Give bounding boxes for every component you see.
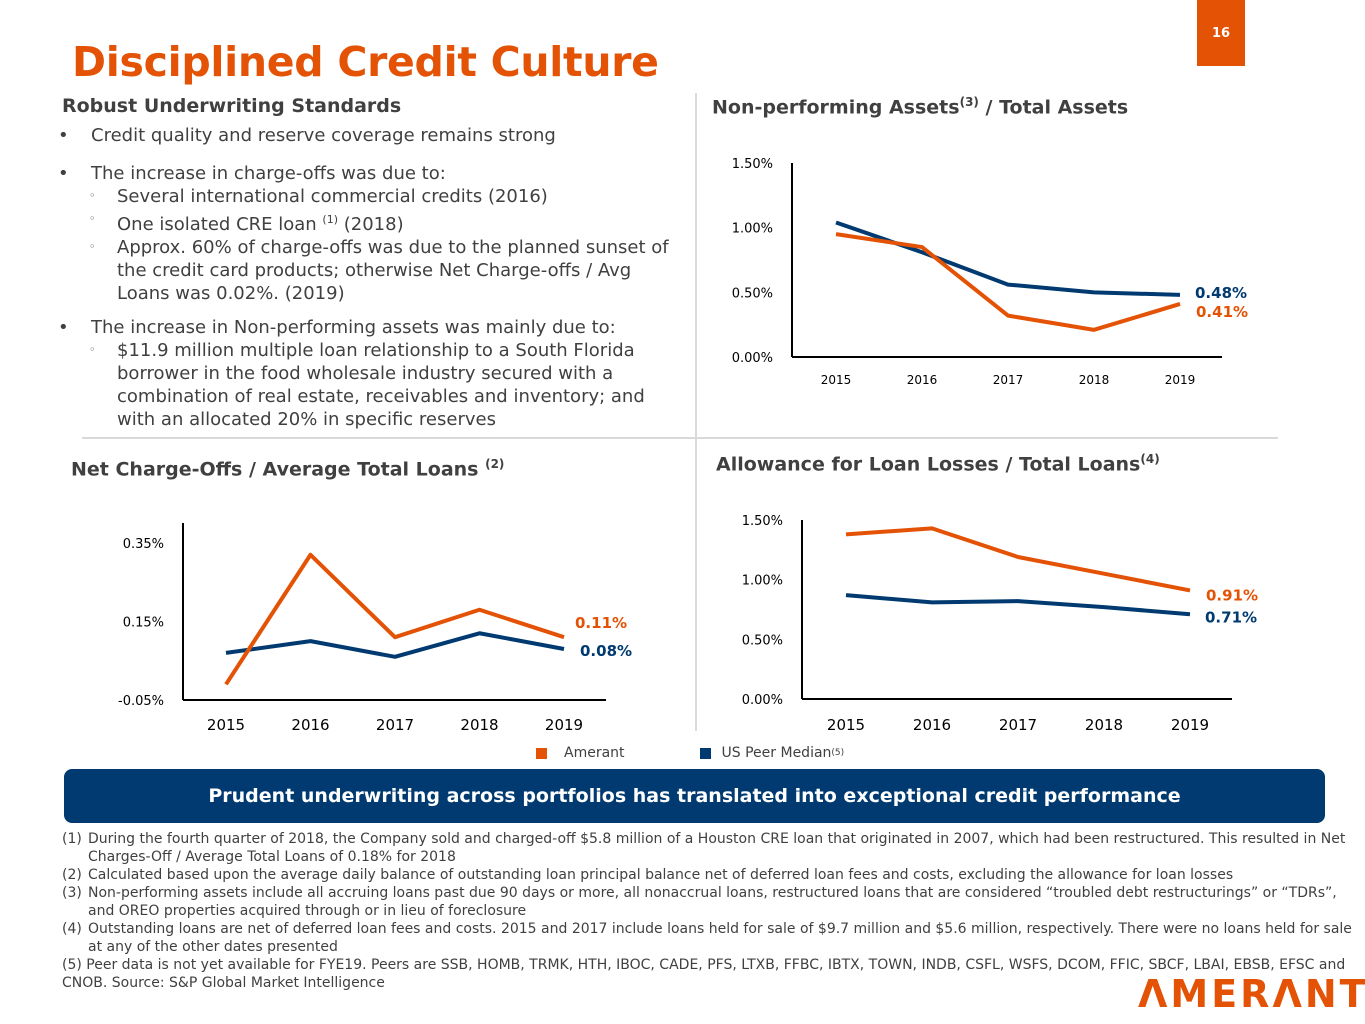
all-series-amerant-line: [845, 526, 1191, 593]
sub-bullet-text: $11.9 million multiple loan relationship…: [117, 340, 645, 430]
page-title: Disciplined Credit Culture: [72, 38, 659, 86]
npa-x-tick-label: 2016: [907, 373, 938, 387]
npa-series-peer-median-line: [835, 220, 1181, 297]
amerant-swatch-icon: [536, 747, 547, 759]
npa-x-tick-label: 2015: [821, 373, 852, 387]
npa-end-value-label: 0.48%: [1195, 284, 1247, 302]
footnote-ref: (5): [831, 748, 845, 758]
all-x-tick-label: 2018: [1085, 716, 1123, 734]
peer-swatch-icon: [699, 747, 711, 759]
legend-label: US Peer Median: [721, 745, 832, 761]
sub-bullet-item: ◦ Approx. 60% of charge-offs was due to t…: [58, 236, 698, 305]
footnote-ref: (3): [959, 95, 979, 109]
sub-bullet-marker-icon: ◦: [89, 343, 96, 356]
footnote: (2) Calculated based upon the average dai…: [62, 867, 1234, 883]
footnote: (5) Peer data is not yet available for F…: [62, 957, 1346, 991]
footnote: (4) Outstanding loans are net of deferred…: [62, 921, 1352, 955]
all-end-value-label: 0.71%: [1205, 608, 1257, 626]
sub-bullet-text: (2018): [338, 214, 404, 235]
all-x-tick-label: 2015: [827, 716, 865, 734]
all-end-value-label: 0.91%: [1206, 586, 1258, 604]
all-y-tick-label: 0.00%: [742, 693, 783, 708]
banner-text: Prudent underwriting across portfolios h…: [208, 785, 1181, 807]
bullet-item: Credit quality and reserve coverage rema…: [58, 124, 698, 147]
nco-y-tick-label: -0.05%: [118, 694, 164, 709]
all-y-tick-label: 1.50%: [742, 514, 783, 529]
allowance-chart-title: Allowance for Loan Losses / Total Loans(…: [716, 452, 1160, 476]
nco-y-tick-label: 0.35%: [123, 537, 164, 552]
amerant-logo: ΛMERΛNT: [1138, 972, 1365, 1016]
sub-bullet-text: Several international commercial credits…: [117, 186, 548, 207]
sub-bullet-marker-icon: ◦: [89, 240, 96, 253]
bullet-list: Credit quality and reserve coverage rema…: [58, 124, 698, 431]
horizontal-divider: [82, 437, 1278, 439]
footnote: (1) During the fourth quarter of 2018, th…: [62, 831, 1346, 865]
npa-end-value-label: 0.41%: [1196, 303, 1248, 321]
npa-y-tick-label: 0.50%: [732, 286, 773, 301]
sub-bullet-item: ◦ One isolated CRE loan (1) (2018): [58, 208, 698, 236]
npa-chart-title: Non-performing Assets(3) / Total Assets: [712, 95, 1129, 119]
nco-x-tick-label: 2017: [376, 716, 414, 734]
npa-y-tick-label: 1.50%: [732, 157, 773, 172]
nco-series-amerant-line: [224, 552, 565, 686]
footnote-ref: (2): [485, 457, 505, 471]
nco-y-tick-label: 0.15%: [123, 616, 164, 631]
npa-y-tick-label: 1.00%: [732, 222, 773, 237]
chart-legend: Amerant US Peer Median (5): [536, 745, 919, 761]
sub-bullet-text: Approx. 60% of charge-offs was due to th…: [117, 237, 669, 304]
nco-chart-title: Net Charge-Offs / Average Total Loans (2…: [71, 457, 505, 481]
npa-x-tick-label: 2018: [1079, 373, 1110, 387]
all-series-peer-median-line: [845, 593, 1191, 617]
legend-item-amerant: Amerant: [536, 745, 625, 761]
sub-bullet-marker-icon: ◦: [89, 212, 96, 225]
left-section-heading: Robust Underwriting Standards: [62, 95, 402, 117]
all-y-tick-label: 1.00%: [742, 574, 783, 589]
page-number: 16: [1197, 0, 1245, 66]
footnotes: (1) During the fourth quarter of 2018, th…: [62, 830, 1352, 992]
nco-x-tick-label: 2019: [545, 716, 583, 734]
legend-item-peer: US Peer Median (5): [699, 745, 845, 761]
summary-banner: Prudent underwriting across portfolios h…: [64, 769, 1325, 823]
nco-x-tick-label: 2018: [460, 716, 498, 734]
sub-bullet-marker-icon: ◦: [89, 189, 96, 202]
bullet-item: The increase in Non-performing assets wa…: [58, 316, 698, 339]
bullet-text: Credit quality and reserve coverage rema…: [91, 125, 556, 146]
footnote: (3) Non-performing assets include all acc…: [62, 885, 1337, 919]
all-x-tick-label: 2017: [999, 716, 1037, 734]
footnote-ref: (1): [322, 213, 339, 226]
bullet-text: The increase in Non-performing assets wa…: [91, 317, 616, 338]
sub-bullet-item: ◦ Several international commercial credit…: [58, 185, 698, 208]
all-x-tick-label: 2019: [1171, 716, 1209, 734]
nco-end-value-label: 0.11%: [575, 614, 627, 632]
npa-x-tick-label: 2019: [1165, 373, 1196, 387]
nco-end-value-label: 0.08%: [580, 642, 632, 660]
footnote-ref: (4): [1140, 452, 1160, 466]
sub-bullet-text: One isolated CRE loan: [117, 214, 323, 235]
npa-y-tick-label: 0.00%: [732, 351, 773, 366]
bullet-text: The increase in charge-offs was due to:: [91, 163, 446, 184]
nco-x-tick-label: 2016: [291, 716, 329, 734]
all-x-tick-label: 2016: [913, 716, 951, 734]
bullet-item: The increase in charge-offs was due to:: [58, 162, 698, 185]
nco-x-tick-label: 2015: [207, 716, 245, 734]
npa-series-amerant-line: [835, 232, 1181, 332]
all-y-tick-label: 0.50%: [742, 633, 783, 648]
sub-bullet-item: ◦ $11.9 million multiple loan relationshi…: [58, 339, 698, 431]
legend-label: Amerant: [564, 745, 625, 761]
npa-x-tick-label: 2017: [993, 373, 1024, 387]
vertical-divider: [695, 93, 697, 731]
